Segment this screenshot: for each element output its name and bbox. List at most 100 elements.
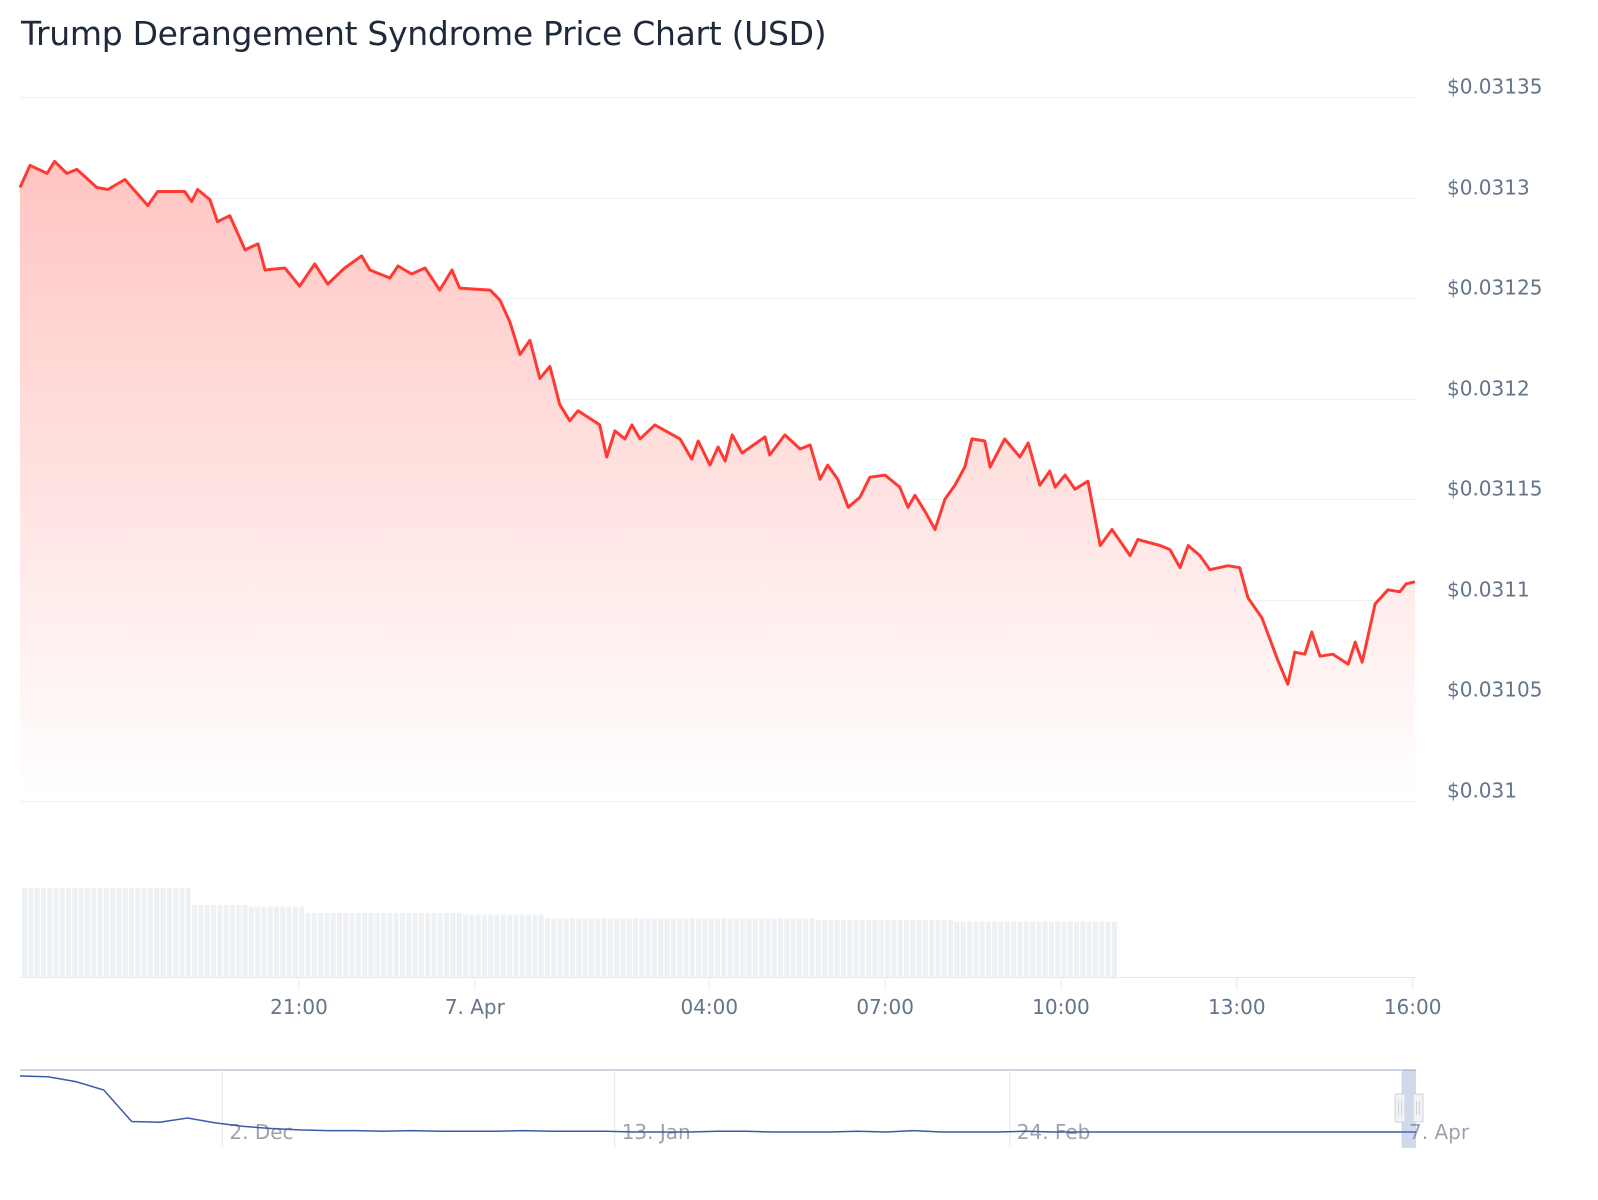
y-axis: $0.03135 $0.0313 $0.03125 $0.0312 $0.03115 $0… bbox=[1447, 75, 1542, 803]
volume-bar bbox=[280, 906, 286, 977]
volume-bar bbox=[1030, 921, 1035, 977]
volume-bar bbox=[582, 918, 588, 977]
volume-bar bbox=[229, 904, 235, 977]
volume-bar bbox=[935, 920, 941, 977]
volume-bar bbox=[242, 904, 248, 977]
chart-title: Trump Derangement Syndrome Price Chart (… bbox=[21, 14, 827, 53]
volume-bar bbox=[1017, 921, 1023, 977]
volume-bar bbox=[576, 918, 582, 977]
volume-bar bbox=[148, 888, 153, 977]
volume-bar bbox=[752, 918, 758, 977]
navigator-tick-label: 7. Apr bbox=[1409, 1120, 1470, 1144]
volume-bar bbox=[22, 888, 27, 977]
volume-bar bbox=[1048, 921, 1054, 977]
volume-bar bbox=[815, 920, 821, 977]
volume-bar bbox=[368, 912, 374, 977]
volume-bar bbox=[645, 918, 651, 977]
x-tick-label: 04:00 bbox=[680, 995, 738, 1019]
volume-bar bbox=[450, 912, 456, 977]
volume-bar bbox=[601, 918, 607, 977]
volume-bar bbox=[771, 918, 777, 977]
volume-bar bbox=[639, 918, 645, 977]
volume-bar bbox=[1111, 921, 1117, 977]
volume-bar bbox=[532, 914, 538, 977]
volume-bar bbox=[381, 912, 387, 977]
volume-bar bbox=[557, 918, 563, 977]
y-tick-label: $0.031 bbox=[1447, 779, 1517, 803]
volume-bar bbox=[192, 904, 198, 977]
volume-bar bbox=[1061, 921, 1067, 977]
volume-bar bbox=[834, 920, 840, 977]
volume-bar bbox=[563, 918, 569, 977]
volume-bar bbox=[733, 918, 739, 977]
volume-bar bbox=[551, 918, 557, 977]
volume-bar bbox=[872, 920, 878, 977]
volume-bar bbox=[299, 906, 305, 977]
y-tick-label: $0.0313 bbox=[1447, 176, 1530, 200]
volume-bar bbox=[274, 906, 279, 977]
volume-bar bbox=[1080, 921, 1086, 977]
volume-bars bbox=[22, 888, 1117, 977]
volume-bar bbox=[431, 912, 437, 977]
volume-bar bbox=[866, 920, 872, 977]
volume-bar bbox=[198, 904, 204, 977]
volume-bar bbox=[437, 912, 443, 977]
navigator-selection[interactable] bbox=[1402, 1070, 1416, 1148]
volume-bar bbox=[759, 918, 765, 977]
y-tick-label: $0.0312 bbox=[1447, 377, 1530, 401]
navigator-tick-label: 2. Dec bbox=[229, 1120, 293, 1144]
volume-bar bbox=[72, 888, 78, 977]
volume-bar bbox=[418, 912, 424, 977]
volume-bar bbox=[34, 888, 40, 977]
handle-grip-icon[interactable] bbox=[1412, 1093, 1424, 1123]
volume-bar bbox=[330, 912, 336, 977]
navigator-handle[interactable] bbox=[1394, 1093, 1406, 1123]
volume-bar bbox=[311, 912, 317, 977]
x-tick-label: 21:00 bbox=[270, 995, 328, 1019]
price-line[interactable] bbox=[18, 159, 1416, 686]
volume-bar bbox=[954, 921, 960, 977]
volume-bar bbox=[211, 904, 216, 977]
handle-grip-icon[interactable] bbox=[1394, 1093, 1406, 1123]
volume-bar bbox=[374, 912, 380, 977]
volume-bar bbox=[507, 914, 513, 977]
volume-bar bbox=[1099, 921, 1105, 977]
navigator[interactable]: 2. Dec 13. Jan 24. Feb 7. Apr bbox=[19, 1069, 1470, 1148]
y-tick-label: $0.03115 bbox=[1447, 477, 1542, 501]
volume-bar bbox=[217, 904, 223, 977]
volume-bar bbox=[985, 921, 991, 977]
volume-bar bbox=[179, 888, 185, 977]
volume-bar bbox=[305, 912, 311, 977]
volume-bar bbox=[847, 920, 853, 977]
volume-bar bbox=[444, 912, 450, 977]
volume-bar bbox=[110, 888, 116, 977]
volume-bar bbox=[343, 912, 349, 977]
volume-bar bbox=[154, 888, 160, 977]
volume-bar bbox=[463, 914, 468, 977]
volume-bar bbox=[607, 918, 613, 977]
volume-bar bbox=[267, 906, 273, 977]
volume-bar bbox=[809, 918, 815, 977]
volume-bar bbox=[967, 921, 972, 977]
volume-bar bbox=[853, 920, 859, 977]
volume-bar bbox=[885, 920, 891, 977]
volume-bar bbox=[223, 904, 229, 977]
volume-bar bbox=[59, 888, 65, 977]
volume-bar bbox=[948, 920, 954, 977]
volume-bar bbox=[456, 912, 462, 977]
volume-bar bbox=[670, 918, 676, 977]
volume-bar bbox=[790, 918, 796, 977]
volume-bar bbox=[248, 906, 254, 977]
volume-bar bbox=[513, 914, 519, 977]
x-axis: 21:00 7. Apr 04:00 07:00 10:00 13:00 16:00 bbox=[270, 978, 1441, 1019]
volume-bar bbox=[683, 918, 689, 977]
volume-bar bbox=[620, 918, 626, 977]
volume-bar bbox=[1004, 921, 1010, 977]
volume-bar bbox=[122, 888, 128, 977]
volume-bar bbox=[626, 918, 632, 977]
x-tick-label: 07:00 bbox=[856, 995, 914, 1019]
volume-bar bbox=[803, 918, 809, 977]
x-tick-label: 16:00 bbox=[1384, 995, 1442, 1019]
navigator-handle[interactable] bbox=[1412, 1093, 1424, 1123]
